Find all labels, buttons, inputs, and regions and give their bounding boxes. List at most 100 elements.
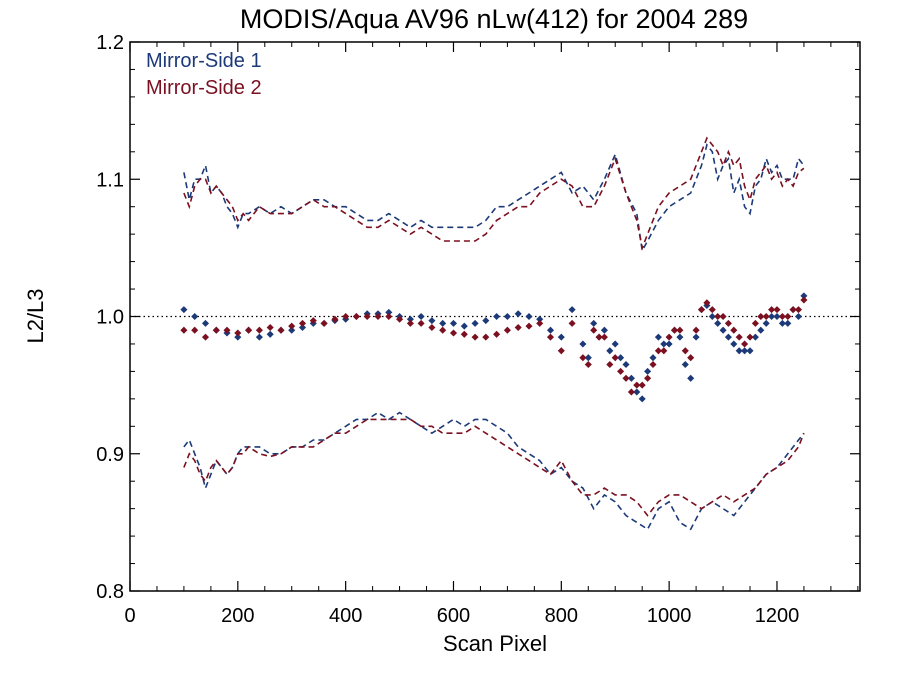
data-point <box>660 347 668 355</box>
data-point <box>471 333 479 341</box>
data-point <box>568 306 576 314</box>
data-point <box>298 323 307 332</box>
data-point <box>546 326 555 334</box>
data-point <box>757 326 765 334</box>
data-point <box>649 354 657 362</box>
data-point <box>374 312 382 321</box>
upper-envelope-line <box>183 136 805 251</box>
data-point <box>644 374 652 382</box>
data-point <box>730 326 738 334</box>
x-tick-label: 400 <box>329 605 362 627</box>
data-point <box>460 322 468 330</box>
data-point <box>778 319 786 327</box>
data-point <box>654 333 662 341</box>
data-point <box>406 315 414 323</box>
data-point <box>638 395 646 403</box>
data-point <box>697 306 706 314</box>
data-point <box>320 319 328 327</box>
data-point <box>288 326 296 334</box>
data-point <box>665 340 673 348</box>
data-point <box>201 319 210 327</box>
data-point <box>600 326 608 334</box>
data-point <box>557 347 565 355</box>
data-point <box>719 326 727 334</box>
data-point <box>692 333 700 341</box>
data-point <box>741 340 749 348</box>
data-point <box>654 347 662 355</box>
data-point <box>606 360 614 369</box>
data-point <box>773 312 781 321</box>
data-point <box>503 312 511 321</box>
data-point <box>768 312 776 321</box>
data-point <box>406 319 414 327</box>
data-point <box>617 354 625 362</box>
data-point <box>525 312 533 321</box>
data-point <box>741 347 749 355</box>
x-tick-label: 200 <box>221 605 254 627</box>
data-point <box>735 347 743 355</box>
data-point <box>536 315 544 323</box>
y-tick-label: 1.1 <box>96 169 124 191</box>
data-point <box>649 360 657 369</box>
data-point <box>590 326 598 334</box>
data-point <box>622 374 630 382</box>
x-tick-label: 800 <box>545 605 578 627</box>
data-point <box>385 312 393 321</box>
data-point <box>493 330 501 338</box>
chart-title: MODIS/Aqua AV96 nLw(412) for 2004 289 <box>240 4 748 34</box>
series-mirror-side-2 <box>180 136 808 517</box>
data-point <box>417 312 425 321</box>
data-point <box>180 326 188 334</box>
data-point <box>611 340 619 348</box>
data-point <box>191 326 199 334</box>
data-point <box>735 333 743 341</box>
data-point <box>460 330 468 338</box>
data-point <box>180 306 188 314</box>
data-point <box>191 312 199 321</box>
series-mirror-side-1 <box>180 143 808 531</box>
data-point <box>800 292 808 300</box>
data-point <box>687 374 695 382</box>
data-point <box>234 333 242 341</box>
data-point <box>670 326 679 334</box>
data-point <box>277 326 285 334</box>
data-point <box>800 296 808 304</box>
legend-mirror-side-1: Mirror-Side 1 <box>146 50 262 72</box>
data-point <box>590 319 598 327</box>
data-point <box>503 326 511 334</box>
data-point <box>638 381 646 389</box>
data-point <box>568 319 576 327</box>
data-point <box>579 354 587 362</box>
data-point <box>687 354 695 362</box>
data-point <box>751 333 759 341</box>
data-point <box>757 312 765 321</box>
data-point <box>708 306 716 314</box>
data-point <box>622 360 630 369</box>
data-point <box>266 323 274 332</box>
data-point <box>617 367 625 375</box>
data-point <box>746 347 754 355</box>
data-point <box>449 329 458 337</box>
data-point <box>633 388 641 396</box>
data-point <box>751 319 759 327</box>
y-tick-label: 1.2 <box>96 32 124 54</box>
data-point <box>584 360 592 369</box>
data-point <box>514 310 522 318</box>
data-point <box>352 312 360 321</box>
data-point <box>600 333 608 341</box>
data-point <box>676 326 684 334</box>
x-tick-label: 600 <box>437 605 470 627</box>
series-layer <box>180 136 808 531</box>
y-axis-label: L2/L3 <box>23 288 48 343</box>
data-point <box>439 326 447 334</box>
data-point <box>789 306 797 314</box>
data-point <box>692 326 700 334</box>
data-point <box>746 333 754 341</box>
data-point <box>584 354 592 362</box>
data-point <box>681 360 689 369</box>
data-point <box>245 326 253 334</box>
data-point <box>255 326 263 334</box>
data-point <box>363 312 371 321</box>
data-point <box>255 333 263 341</box>
